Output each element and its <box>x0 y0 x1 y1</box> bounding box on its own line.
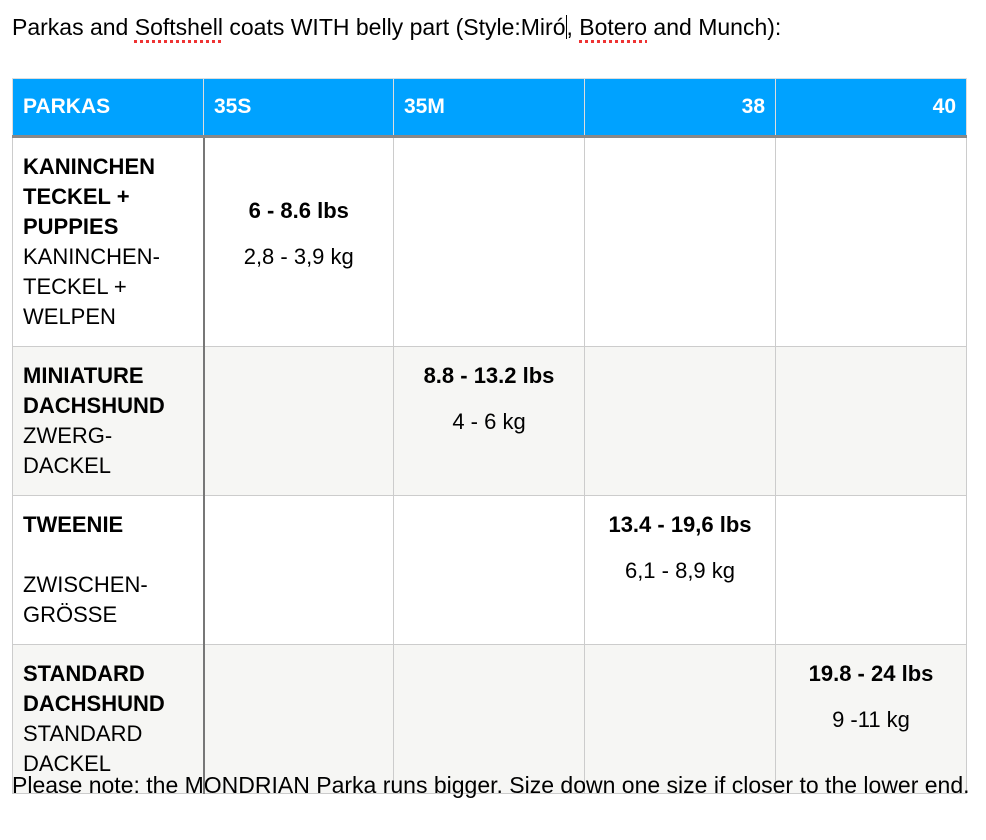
empty-cell <box>393 495 585 645</box>
breed-cell: MINIATURE DACHSHUND ZWERG-DACKEL <box>12 346 205 496</box>
empty-cell <box>584 644 776 794</box>
note-text: Please note: the MONDRIAN Parka runs big… <box>12 772 970 798</box>
weight-kg: 6,1 - 8,9 kg <box>624 558 736 583</box>
breed-name-en: MINIATURE DACHSHUND <box>23 363 165 418</box>
empty-cell <box>584 346 776 496</box>
breed-cell: STANDARD DACHSHUND STANDARD DACKEL <box>12 644 205 794</box>
breed-name-de: STANDARD DACKEL <box>23 721 143 776</box>
size-cell: 13.4 - 19,6 lbs 6,1 - 8,9 kg <box>584 495 776 645</box>
empty-cell <box>393 136 585 347</box>
breed-name-en: KANINCHEN TECKEL + PUPPIES <box>23 154 155 239</box>
breed-name-de: ZWISCHEN-GRÖSSE <box>23 572 148 627</box>
empty-cell <box>775 346 967 496</box>
header-40: 40 <box>775 78 967 138</box>
document-heading: Parkas and Softshell coats WITH belly pa… <box>12 14 782 40</box>
empty-cell <box>203 495 394 645</box>
spellcheck-word: Botero <box>579 14 648 40</box>
weight-kg: 4 - 6 kg <box>452 409 526 434</box>
empty-cell <box>203 346 394 496</box>
breed-cell: TWEENIE ZWISCHEN-GRÖSSE <box>12 495 205 645</box>
heading-text: and Munch): <box>647 14 782 40</box>
weight-lbs: 6 - 8.6 lbs <box>248 198 349 223</box>
weight-lbs: 8.8 - 13.2 lbs <box>423 363 555 388</box>
table-row: KANINCHEN TECKEL + PUPPIES KANINCHEN-TECK… <box>12 136 967 347</box>
header-38: 38 <box>584 78 776 138</box>
breed-name-en: TWEENIE <box>23 512 124 537</box>
size-cell: 6 - 8.6 lbs 2,8 - 3,9 kg <box>203 136 394 347</box>
table-row: STANDARD DACHSHUND STANDARD DACKEL 19.8 - … <box>12 644 967 794</box>
size-table: PARKAS 35S 35M 38 40 KANINCHEN TECKEL + … <box>12 78 967 794</box>
weight-lbs: 13.4 - 19,6 lbs <box>608 512 752 537</box>
empty-cell <box>584 136 776 347</box>
spellcheck-word: Softshell <box>134 14 223 40</box>
header-parkas: PARKAS <box>12 78 204 138</box>
breed-cell: KANINCHEN TECKEL + PUPPIES KANINCHEN-TECK… <box>12 136 205 347</box>
size-cell: 8.8 - 13.2 lbs 4 - 6 kg <box>393 346 585 496</box>
table-row: TWEENIE ZWISCHEN-GRÖSSE 13.4 - 19,6 lbs 6,1… <box>12 495 967 645</box>
empty-cell <box>775 136 967 347</box>
heading-text: coats WITH belly part (Style:Miró <box>222 14 566 40</box>
table-row: MINIATURE DACHSHUND ZWERG-DACKEL 8.8 - 13.… <box>12 346 967 496</box>
size-cell: 19.8 - 24 lbs 9 -11 kg <box>775 644 967 794</box>
header-35s: 35S <box>203 78 394 138</box>
text-cursor <box>565 15 567 39</box>
header-35m: 35M <box>393 78 585 138</box>
weight-lbs: 19.8 - 24 lbs <box>808 661 934 686</box>
weight-kg: 9 -11 kg <box>832 707 910 732</box>
header-row: PARKAS 35S 35M 38 40 <box>12 78 967 138</box>
heading-text: Parkas and <box>12 14 135 40</box>
breed-name-de: KANINCHEN-TECKEL + WELPEN <box>23 244 160 329</box>
breed-name-en: STANDARD DACHSHUND <box>23 661 165 716</box>
empty-cell <box>393 644 585 794</box>
breed-name-de: ZWERG-DACKEL <box>23 423 113 478</box>
empty-cell <box>775 495 967 645</box>
weight-kg: 2,8 - 3,9 kg <box>243 244 354 269</box>
